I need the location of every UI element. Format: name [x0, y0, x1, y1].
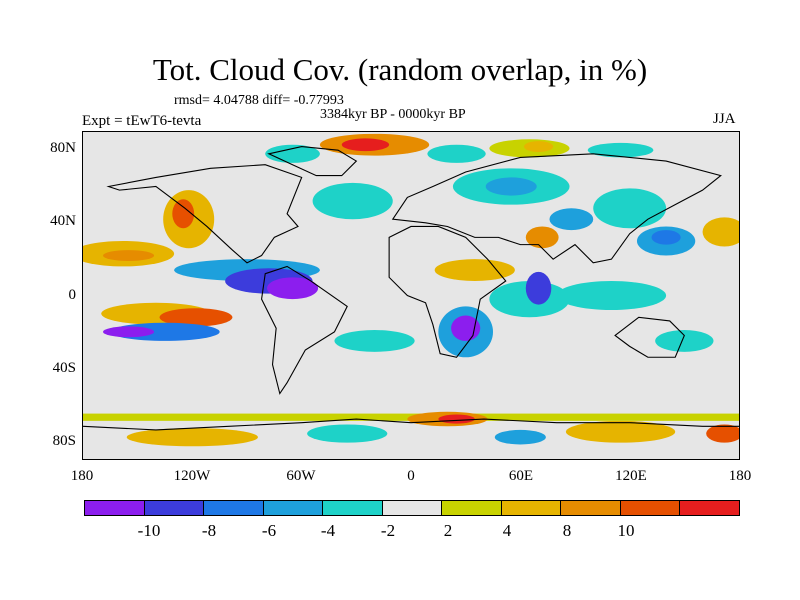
y-tick-label: 40S	[52, 360, 76, 376]
y-tick-label: 40N	[50, 213, 76, 229]
map-title: Tot. Cloud Cov. (random overlap, in %)	[152, 52, 648, 87]
colorbar-box	[501, 501, 562, 515]
colorbar-label: 10	[617, 521, 635, 540]
southwest-pacific-negative	[655, 330, 714, 352]
colorbar-label: -4	[320, 521, 336, 540]
ross-sea-positive	[126, 428, 258, 447]
y-tick-label: 80N	[50, 140, 76, 156]
maritime-continent-negative	[556, 280, 667, 311]
weddell-negative	[307, 424, 388, 443]
east-siberia-negative	[587, 142, 654, 158]
antarctica-coastline	[83, 418, 739, 431]
colorbar-box	[323, 501, 383, 515]
south-atlantic-negative	[334, 330, 415, 352]
china-negative	[549, 208, 594, 231]
arctic-strong-positive	[341, 138, 390, 152]
colorbar-label: -6	[261, 521, 277, 540]
map-plot	[83, 132, 739, 459]
x-tick-label: 180	[728, 468, 752, 484]
antarctic-strong-positive	[438, 414, 475, 424]
colorbar-box	[85, 501, 145, 515]
indian-ocean-negative-core	[525, 271, 552, 305]
period-text: 3384kyr BP - 0000kyr BP	[320, 107, 466, 122]
x-tick-label: 120E	[615, 468, 647, 484]
y-tick-label: 80S	[52, 433, 76, 449]
colorbar-label: 8	[562, 521, 572, 540]
map-panel	[82, 131, 740, 460]
india-positive	[525, 226, 559, 249]
colorbar-box	[204, 501, 264, 515]
colorbar	[84, 500, 740, 516]
west-pacific-negative-core	[651, 230, 681, 245]
amazon-strong-negative	[267, 277, 319, 300]
y-tick-label: 0	[68, 287, 77, 303]
colorbar-label: -8	[201, 521, 217, 540]
east-asia-negative	[593, 188, 667, 229]
greenland-coastline	[267, 145, 358, 177]
eurasia-coastline	[391, 153, 722, 264]
colorbar-box	[442, 501, 502, 515]
stats-text: rmsd= 4.04788 diff= -0.77993	[174, 93, 344, 108]
dateline-antarctic-positive	[706, 424, 739, 443]
africa-coastline	[388, 225, 507, 358]
experiment-label: Expt = tEwT6-tevta	[82, 113, 202, 129]
colorbar-box	[263, 501, 324, 515]
x-tick-label: 180	[70, 468, 94, 484]
eurasia-negative-core	[485, 177, 537, 196]
coastlines	[83, 145, 739, 431]
east-antarctic-positive	[565, 420, 676, 443]
north-pacific-strong	[172, 199, 195, 229]
siberia-positive-core	[523, 141, 554, 152]
tropical-pacific-north-strong	[103, 250, 155, 261]
x-tick-label: 60W	[286, 468, 316, 484]
x-tick-label: 120W	[173, 468, 211, 484]
central-pacific-positive	[702, 217, 739, 247]
colorbar-label: -2	[380, 521, 396, 540]
australia-coastline	[614, 316, 685, 358]
colorbar-label: -10	[137, 521, 161, 540]
north-atlantic-negative	[312, 182, 393, 220]
x-tick-label: 0	[407, 468, 415, 484]
x-tick-label: 60E	[508, 468, 534, 484]
colorbar-label: 4	[502, 521, 512, 540]
colorbar-box	[620, 501, 681, 515]
sahel-positive	[434, 259, 515, 281]
peru-coast-positive	[159, 308, 233, 327]
antarctic-negative	[494, 429, 546, 445]
colorbar-box	[561, 501, 621, 515]
south-america-coastline	[261, 265, 348, 395]
barents-negative	[427, 144, 486, 163]
colorbar-label: 2	[443, 521, 453, 540]
colorbar-box	[680, 501, 740, 515]
north-america-coastline	[106, 164, 303, 264]
colorbar-box	[382, 501, 443, 515]
south-pacific-strong-negative	[103, 326, 155, 338]
colorbar-box	[144, 501, 205, 515]
season-label: JJA	[713, 111, 736, 127]
